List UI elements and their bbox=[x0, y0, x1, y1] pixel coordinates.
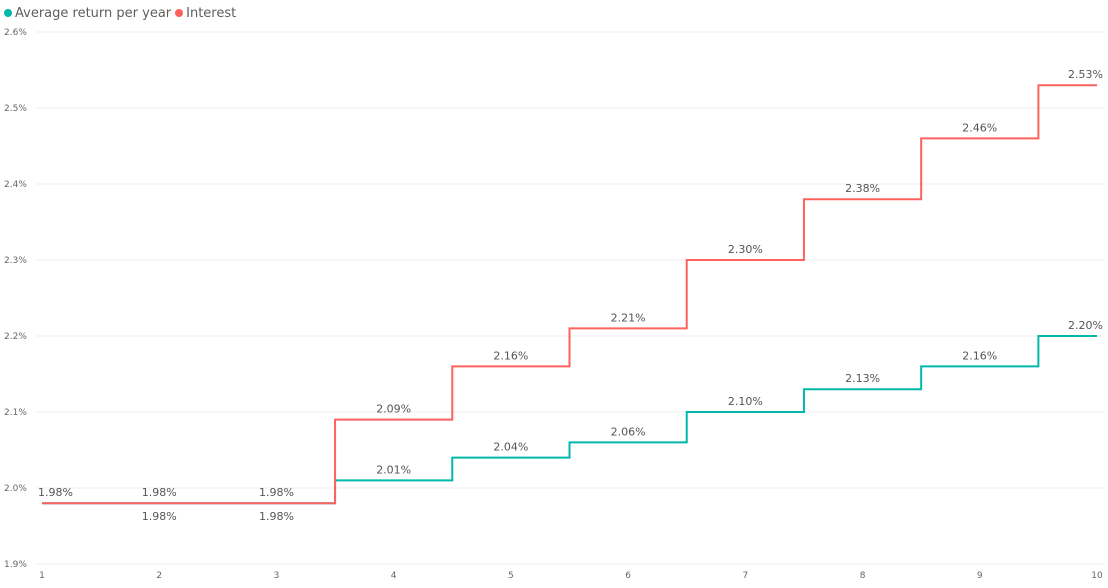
legend-label-interest: Interest bbox=[186, 5, 237, 21]
x-tick-label: 3 bbox=[274, 571, 280, 581]
legend-marker-interest bbox=[175, 9, 184, 17]
y-tick-label: 2.5% bbox=[4, 104, 27, 114]
data-label: 2.06% bbox=[611, 425, 646, 438]
data-labels: 1.98% 1.98% 2.01% 2.04% 2.06% 2.10% 2.13% 2.16%… bbox=[38, 68, 1103, 523]
data-label: 1.98% bbox=[259, 510, 294, 523]
x-tick-label: 9 bbox=[977, 571, 983, 581]
x-tick-label: 5 bbox=[508, 571, 514, 581]
data-label: 1.98% bbox=[38, 486, 73, 499]
x-tick-label: 6 bbox=[625, 571, 631, 581]
y-tick-label: 2.0% bbox=[4, 484, 27, 494]
x-tick-label: 8 bbox=[860, 571, 866, 581]
legend-marker-average-return bbox=[4, 9, 12, 17]
y-tick-label: 2.3% bbox=[4, 256, 27, 266]
data-label: 2.01% bbox=[376, 463, 411, 476]
legend-item-interest[interactable]: Interest bbox=[175, 6, 236, 21]
series-lines bbox=[42, 84, 1097, 505]
legend-item-average-return[interactable]: Average return per year bbox=[4, 6, 171, 21]
x-tick-label: 2 bbox=[156, 571, 162, 581]
chart-legend: Average return per year Interest bbox=[4, 4, 240, 22]
x-tick-label: 4 bbox=[391, 571, 397, 581]
data-label: 2.16% bbox=[962, 349, 997, 362]
data-label: 2.30% bbox=[728, 243, 763, 256]
y-tick-label: 2.6% bbox=[4, 28, 27, 38]
data-label: 2.13% bbox=[845, 372, 880, 385]
legend-label-average-return: Average return per year bbox=[15, 5, 172, 21]
y-tick-label: 2.4% bbox=[4, 180, 27, 190]
data-label: 2.38% bbox=[845, 182, 880, 195]
data-label: 2.04% bbox=[493, 441, 528, 454]
x-tick-label: 10 bbox=[1091, 571, 1103, 581]
y-tick-label: 2.2% bbox=[4, 332, 27, 342]
data-label: 1.98% bbox=[142, 510, 177, 523]
data-label: 1.98% bbox=[259, 486, 294, 499]
data-label: 2.10% bbox=[728, 395, 763, 408]
data-label: 2.20% bbox=[1068, 319, 1103, 332]
y-tick-label: 1.9% bbox=[4, 560, 27, 570]
series-line-interest bbox=[42, 84, 1097, 505]
x-tick-label: 1 bbox=[39, 571, 45, 581]
data-label: 2.46% bbox=[962, 121, 997, 134]
gridlines bbox=[36, 31, 1104, 565]
data-label: 2.21% bbox=[611, 311, 646, 324]
y-axis-tick-labels: 1.9% 2.0% 2.1% 2.2% 2.3% 2.4% 2.5% 2.6% bbox=[4, 28, 27, 570]
y-tick-label: 2.1% bbox=[4, 408, 27, 418]
data-label: 2.53% bbox=[1068, 68, 1103, 81]
data-label: 2.16% bbox=[493, 349, 528, 362]
x-axis-tick-labels: 1 2 3 4 5 6 7 8 9 10 bbox=[39, 571, 1103, 581]
data-label: 1.98% bbox=[142, 486, 177, 499]
x-tick-label: 7 bbox=[742, 571, 748, 581]
data-label: 2.09% bbox=[376, 403, 411, 416]
